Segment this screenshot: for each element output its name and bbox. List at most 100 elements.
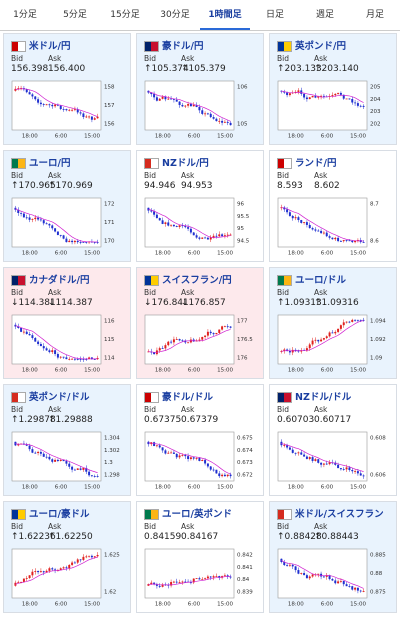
candle-body [153, 211, 156, 215]
candle-body [68, 240, 71, 243]
rate-card[interactable]: スイスフラン/円 Bid Ask ↓176.841 ↓176.857 177 176.5 17… [136, 267, 264, 379]
moving-average [148, 208, 231, 239]
candle-body [215, 118, 218, 122]
moving-average [148, 329, 231, 353]
tab[interactable]: 5分足 [63, 10, 87, 20]
candle-body [181, 581, 184, 583]
tab[interactable]: 1分足 [13, 10, 37, 20]
bid-label: Bid [11, 522, 23, 531]
bid-value: ↓114.381 [11, 298, 56, 308]
rate-card[interactable]: 米ドル/円 Bid Ask 156.398 156.400 158 157 156 18:00 6… [3, 33, 131, 145]
tab[interactable]: 日足 [265, 10, 284, 20]
candle-body [362, 242, 365, 243]
tab[interactable]: 月足 [365, 10, 384, 20]
bid-label: Bid [144, 522, 156, 531]
rate-card[interactable]: 豪ドル/円 Bid Ask ↑105.374 ↑105.379 106 105 18:00 6:… [136, 33, 264, 145]
candle-body [223, 121, 226, 123]
candle-body [337, 237, 340, 242]
rate-card[interactable]: 英ポンド/円 Bid Ask ↑203.133 ↑203.140 205 204 203 202… [269, 33, 397, 145]
ask-label: Ask [181, 171, 195, 180]
candle-body [14, 88, 17, 91]
candle-body [342, 240, 345, 242]
candle-body [317, 230, 320, 232]
x-axis-label: 6:00 [188, 485, 201, 491]
candle-body [175, 99, 178, 102]
candle-body [51, 350, 54, 353]
rate-card[interactable]: 英ポンド/ドル Bid Ask ↑1.29878 ↑1.29888 1.304 1.302 1… [3, 384, 131, 496]
candle-body [93, 242, 96, 243]
candle-body [85, 116, 88, 118]
x-axis-label: 6:00 [321, 368, 334, 374]
candle-body [322, 338, 325, 340]
tab[interactable]: 1時間足 [200, 0, 250, 30]
candle-body [288, 447, 291, 450]
candle-body [48, 568, 51, 571]
x-axis-label: 18:00 [155, 602, 171, 608]
tab[interactable]: 15分足 [110, 10, 140, 20]
bid-label: Bid [277, 288, 289, 297]
candle-body [311, 457, 314, 461]
candle-body [39, 219, 42, 221]
ask-label: Ask [181, 288, 195, 297]
candle-body [328, 575, 331, 580]
candle-body [96, 357, 99, 360]
candle-body [25, 577, 28, 579]
tab[interactable]: 30分足 [160, 10, 190, 20]
candle-body [28, 333, 31, 336]
candle-body [42, 346, 45, 349]
candle-body [62, 235, 65, 239]
candle-body [294, 91, 297, 93]
candle-body [184, 226, 187, 228]
rate-card[interactable]: NZドル/ドル Bid Ask 0.60703 0.60717 0.608 0.606 18:… [269, 384, 397, 496]
candle-body [178, 225, 181, 228]
x-axis-label: 15:00 [217, 134, 233, 140]
rate-card[interactable]: ユーロ/英ポンド Bid Ask 0.84159 0.84167 0.842 0.841 0.… [136, 501, 264, 613]
rate-card[interactable]: カナダドル/円 Bid Ask ↓114.381 ↓114.387 116 115 114 18… [3, 267, 131, 379]
rate-card[interactable]: 豪ドル/ドル Bid Ask 0.67375 0.67379 0.675 0.674 0.67… [136, 384, 264, 496]
candle-body [303, 222, 306, 223]
x-axis-label: 15:00 [84, 134, 100, 140]
mini-chart: 1.625 1.62 18:00 6:00 15:00 [11, 548, 120, 608]
candle-body [59, 459, 62, 461]
candle-body [59, 105, 62, 110]
candle-body [337, 328, 340, 332]
candle-body [76, 559, 79, 563]
ask-value: ↑170.969 [48, 181, 93, 191]
candle-body [153, 352, 156, 355]
candle-body [308, 224, 311, 229]
rate-card[interactable]: ランド/円 Bid Ask 8.593 8.602 8.7 8.6 18:00 6:00 15:0… [269, 150, 397, 262]
x-axis-label: 6:00 [321, 251, 334, 257]
candle-body [286, 565, 289, 566]
candle-body [187, 456, 190, 460]
tab[interactable]: 週足 [315, 10, 334, 20]
candle-body [170, 341, 173, 343]
candle-body [73, 240, 76, 243]
candle-body [28, 445, 31, 450]
rate-card[interactable]: NZドル/円 Bid Ask 94.946 94.953 96 95.5 95 94.5 18:0… [136, 150, 264, 262]
candle-body [45, 570, 48, 573]
candle-body [31, 94, 34, 97]
rate-card[interactable]: ユーロ/円 Bid Ask ↑170.965 ↑170.969 172 171 170 18:0… [3, 150, 131, 262]
x-axis-label: 15:00 [217, 368, 233, 374]
candle-body [286, 445, 289, 448]
candle-body [362, 475, 365, 477]
rate-card[interactable]: ユーロ/豪ドル Bid Ask ↑1.62236 ↑1.62250 1.625 1.62 18… [3, 501, 131, 613]
rate-card[interactable]: 米ドル/スイスフラン Bid Ask ↑0.88428 ↑0.88443 0.885 0.8… [269, 501, 397, 613]
candle-body [17, 209, 20, 213]
candle-body [76, 359, 79, 360]
candle-body [25, 331, 28, 334]
rate-card[interactable]: ユーロ/ドル Bid Ask ↑1.09313 ↑1.09316 1.094 1.092 1.… [269, 267, 397, 379]
candle-body [150, 582, 153, 585]
pair-name: NZドル/円 [162, 158, 209, 169]
x-axis-label: 6:00 [55, 485, 68, 491]
candle-body [192, 232, 195, 236]
candle-body [37, 217, 40, 220]
candle-body [212, 576, 215, 578]
candle-body [96, 242, 99, 243]
candle-body [209, 466, 212, 470]
ask-value: ↓114.387 [48, 298, 93, 308]
candle-body [303, 454, 306, 457]
candle-body [339, 241, 342, 242]
ask-value: 156.400 [48, 64, 86, 74]
y-axis-label: 0.88 [370, 571, 383, 577]
